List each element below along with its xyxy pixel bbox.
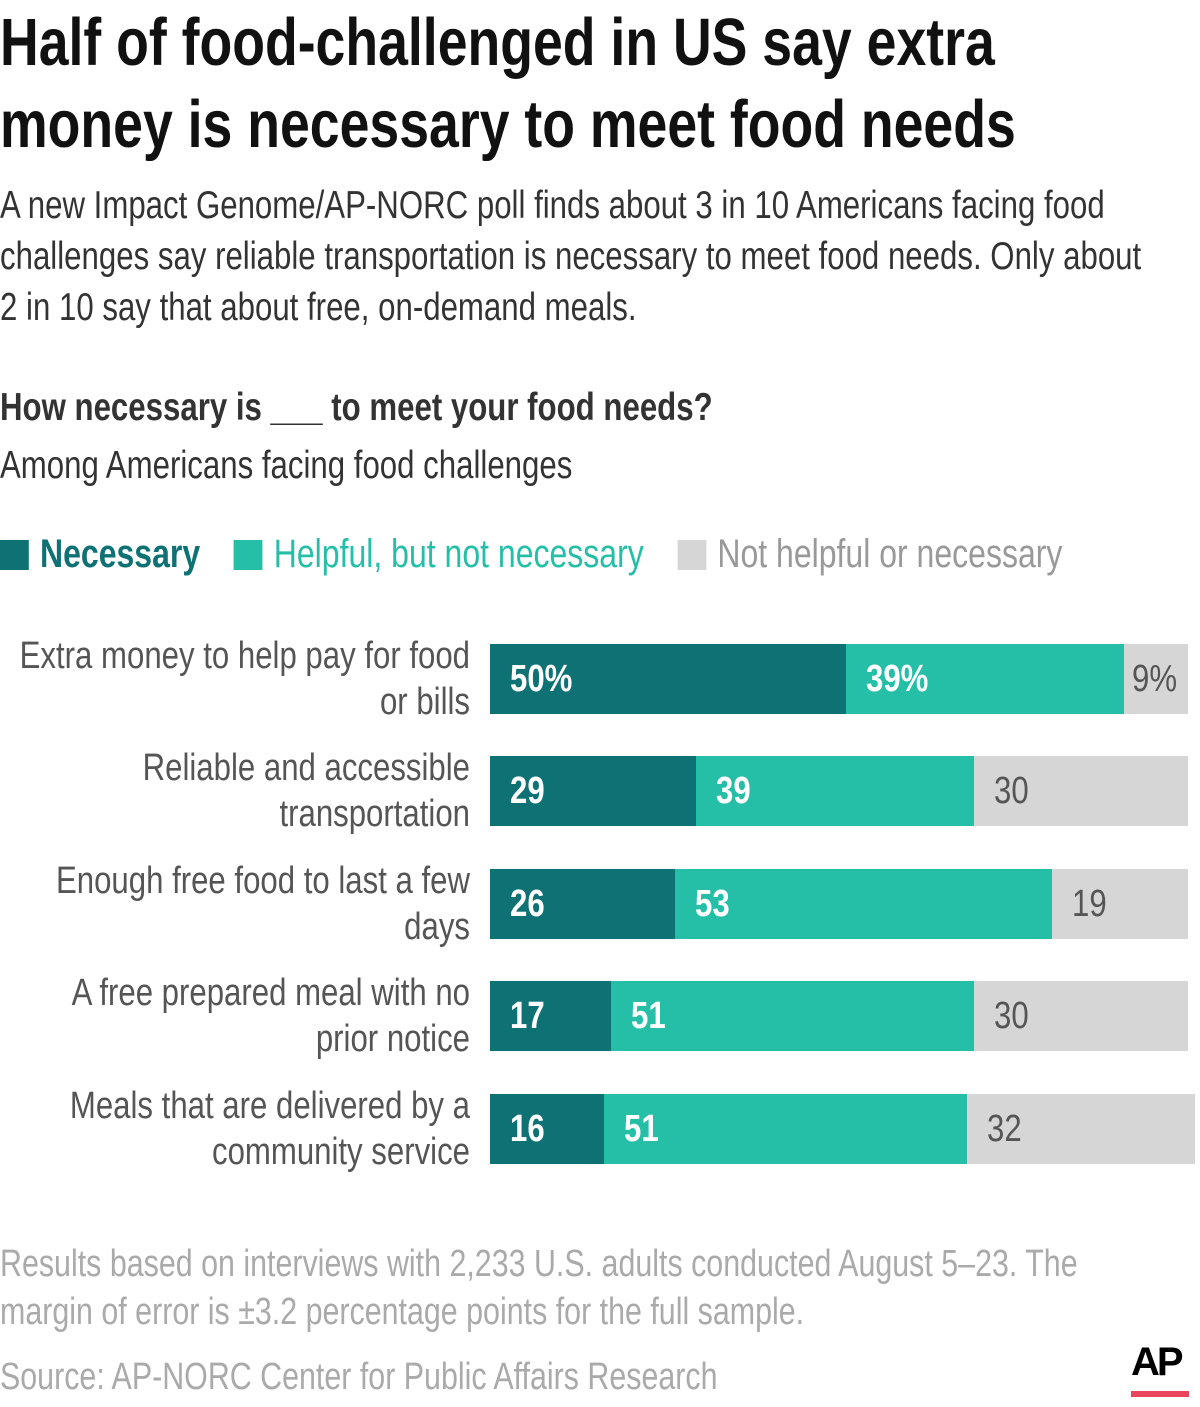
bar-segment: 32 (967, 1094, 1195, 1164)
ap-logo: AP (1131, 1340, 1189, 1397)
bar-segment: 30 (974, 756, 1188, 826)
survey-question: How necessary is ___ to meet your food n… (0, 386, 713, 429)
population-note: Among Americans facing food challenges (0, 444, 573, 487)
category-label: Reliable and accessible transportation (142, 747, 471, 835)
legend-label: Helpful, but not necessary (273, 532, 644, 576)
legend-label: Necessary (40, 532, 201, 576)
bar-segment: 30 (974, 981, 1188, 1051)
legend-label: Not helpful or necessary (717, 532, 1063, 576)
data-label: 39 (716, 769, 752, 812)
data-label: 16 (510, 1107, 545, 1150)
bar-segment: 51 (603, 1094, 968, 1164)
data-label: 17 (510, 994, 545, 1037)
data-label: 39% (866, 657, 929, 700)
data-label: 32 (987, 1107, 1022, 1150)
chart-title: Half of food-challenged in US say extra … (0, 5, 1016, 162)
bar-segment: 39% (846, 644, 1124, 714)
category-label: Extra money to help pay for food or bill… (19, 635, 471, 723)
bar-segment: 39 (696, 756, 975, 826)
category-label: A free prepared meal with no prior notic… (71, 972, 471, 1060)
bar-segment: 26 (490, 869, 676, 939)
data-label: 19 (1072, 882, 1108, 925)
methodology-note: Results based on interviews with 2,233 U… (0, 1243, 1078, 1333)
category-label: Enough free food to last a few days (55, 860, 471, 948)
data-label: 30 (994, 769, 1029, 812)
data-label: 53 (695, 882, 730, 925)
legend: Necessary Helpful, but not necessary Not h… (0, 532, 1096, 577)
legend-swatch (0, 539, 29, 570)
data-label: 30 (994, 994, 1029, 1037)
chart-subtitle: A new Impact Genome/AP-NORC poll finds a… (0, 184, 1142, 329)
legend-item: Helpful, but not necessary (233, 532, 644, 577)
bar-segment: 19 (1052, 869, 1188, 939)
bar-segment: 51 (611, 981, 975, 1051)
bar-segment: 9% (1123, 644, 1188, 714)
legend-swatch (233, 539, 263, 570)
legend-swatch (677, 539, 707, 570)
data-label: 51 (623, 1107, 659, 1150)
data-label: 50% (510, 657, 573, 700)
legend-item: Necessary (0, 532, 200, 577)
bar-segment: 50% (490, 644, 846, 714)
data-label: 9% (1131, 657, 1177, 700)
bar-segment: 53 (675, 869, 1053, 939)
ap-logo-text: AP (1131, 1340, 1184, 1384)
data-label: 51 (631, 994, 666, 1037)
legend-item: Not helpful or necessary (677, 532, 1062, 577)
data-label: 29 (510, 769, 545, 812)
bar-segment: 16 (490, 1094, 604, 1164)
bar-segment: 29 (490, 756, 697, 826)
category-label: Meals that are delivered by a community … (69, 1085, 470, 1173)
ap-logo-underline (1131, 1391, 1189, 1397)
source-note: Source: AP-NORC Center for Public Affair… (0, 1356, 718, 1398)
data-label: 26 (510, 882, 545, 925)
bar-segment: 17 (490, 981, 612, 1051)
